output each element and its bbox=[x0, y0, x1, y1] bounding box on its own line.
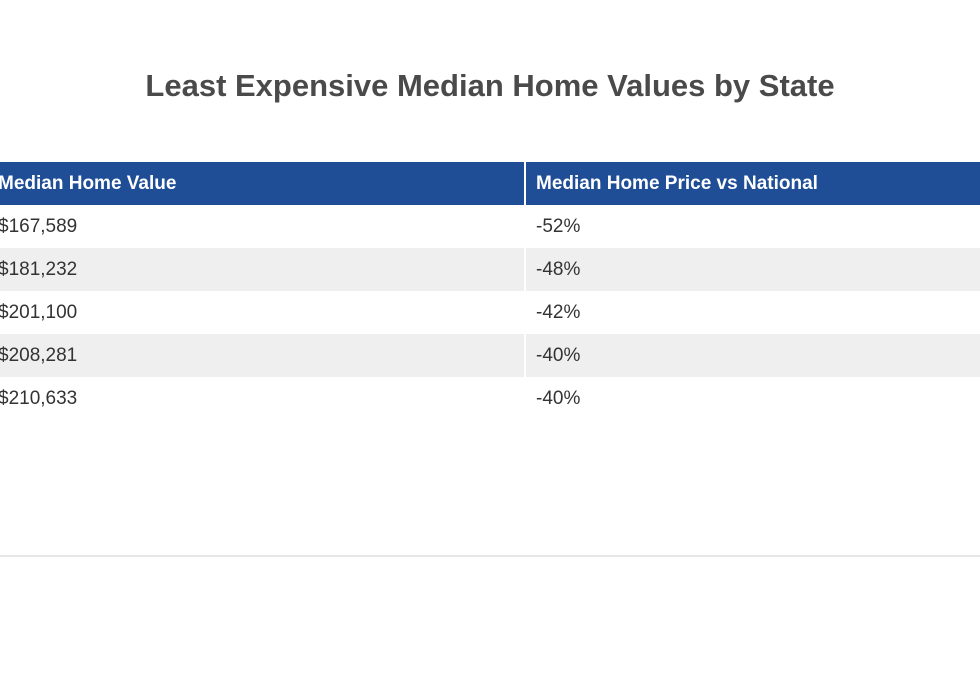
cell-price-vs-national: -40% bbox=[524, 377, 980, 420]
home-values-table: Median Home Value Median Home Price vs N… bbox=[0, 162, 980, 420]
cell-price-vs-national: -48% bbox=[524, 248, 980, 291]
cell-median-home-value: $210,633 bbox=[0, 377, 525, 420]
table-row: $167,589 -52% bbox=[0, 205, 980, 248]
column-header-median-home-value[interactable]: Median Home Value bbox=[0, 162, 525, 205]
page-title: Least Expensive Median Home Values by St… bbox=[145, 68, 835, 103]
table-row: $181,232 -48% bbox=[0, 248, 980, 291]
data-table-container: Median Home Value Median Home Price vs N… bbox=[0, 162, 980, 420]
table-row: $208,281 -40% bbox=[0, 334, 980, 377]
table-row: $210,633 -40% bbox=[0, 377, 980, 420]
cell-median-home-value: $201,100 bbox=[0, 291, 525, 334]
cell-price-vs-national: -42% bbox=[524, 291, 980, 334]
cell-price-vs-national: -40% bbox=[524, 334, 980, 377]
table-row: $201,100 -42% bbox=[0, 291, 980, 334]
cell-median-home-value: $167,589 bbox=[0, 205, 525, 248]
header-row: Median Home Value Median Home Price vs N… bbox=[0, 162, 980, 205]
table-body: $167,589 -52% $181,232 -48% $201,100 -42… bbox=[0, 205, 980, 420]
table-header: Median Home Value Median Home Price vs N… bbox=[0, 162, 980, 205]
column-header-price-vs-national[interactable]: Median Home Price vs National bbox=[524, 162, 980, 205]
cell-median-home-value: $181,232 bbox=[0, 248, 525, 291]
cell-median-home-value: $208,281 bbox=[0, 334, 525, 377]
bottom-divider bbox=[0, 555, 980, 557]
cell-price-vs-national: -52% bbox=[524, 205, 980, 248]
